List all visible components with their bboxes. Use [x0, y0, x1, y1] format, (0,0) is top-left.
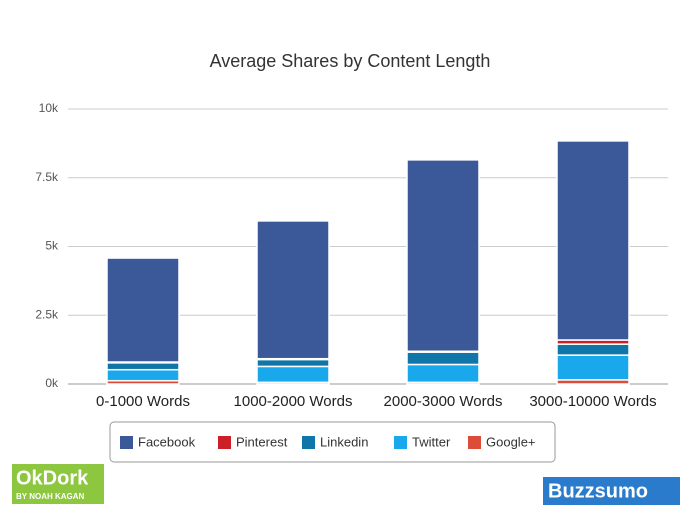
- y-tick-label: 0k: [45, 376, 59, 390]
- legend-swatch[interactable]: [218, 436, 231, 449]
- legend-box: [109, 421, 556, 463]
- legend-swatch[interactable]: [302, 436, 315, 449]
- bar-segment: [256, 365, 330, 384]
- legend-label[interactable]: Facebook: [138, 434, 196, 449]
- legend-label[interactable]: Google+: [486, 434, 536, 449]
- legend-swatch[interactable]: [120, 436, 133, 449]
- y-tick-label: 2.5k: [35, 307, 59, 321]
- legend-swatch[interactable]: [468, 436, 481, 449]
- y-tick-label: 5k: [45, 239, 59, 253]
- bar-segment: [106, 368, 180, 382]
- logo-text: Buzzsumo: [548, 480, 648, 502]
- x-tick-label: 1000-2000 Words: [233, 393, 353, 410]
- legend-label[interactable]: Pinterest: [236, 434, 288, 449]
- logo-bg: [12, 464, 104, 504]
- x-tick-label: 0-1000 Words: [96, 393, 190, 410]
- y-tick-label: 7.5k: [35, 170, 59, 184]
- bar-segment: [256, 358, 330, 368]
- legend-label[interactable]: Linkedin: [320, 434, 368, 449]
- bar-segment: [406, 159, 480, 353]
- y-tick-label: 10k: [39, 101, 59, 115]
- bar-segment: [106, 257, 180, 363]
- bar-segment: [556, 343, 630, 356]
- logo-buzzsumo: Buzzsumo: [543, 477, 680, 505]
- logo-okdork: OkDork BY NOAH KAGAN: [12, 464, 104, 504]
- logo-bg: [543, 477, 680, 505]
- bar-segment: [406, 351, 480, 366]
- legend-label[interactable]: Twitter: [412, 434, 451, 449]
- x-tick-label: 2000-3000 Words: [383, 393, 503, 410]
- legend-swatch[interactable]: [394, 436, 407, 449]
- bar-segment: [556, 140, 630, 341]
- logo-subtext: BY NOAH KAGAN: [16, 492, 85, 501]
- bar-segment: [556, 354, 630, 381]
- bar-segment: [256, 220, 330, 360]
- logo-text: OkDork: [16, 467, 89, 489]
- bar-segment: [106, 362, 180, 371]
- chart-title: Average Shares by Content Length: [210, 51, 491, 71]
- x-tick-label: 3000-10000 Words: [529, 393, 657, 410]
- bar-segment: [406, 363, 480, 384]
